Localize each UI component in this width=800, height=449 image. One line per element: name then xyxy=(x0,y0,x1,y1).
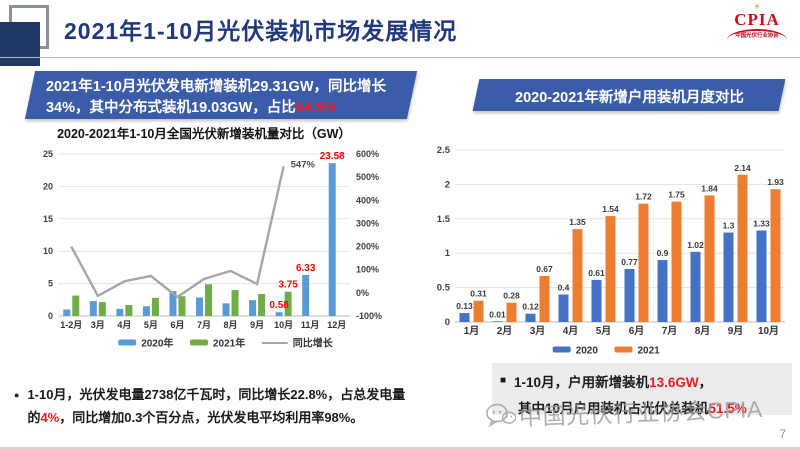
svg-text:1: 1 xyxy=(445,248,451,259)
svg-text:6.33: 6.33 xyxy=(296,263,316,274)
svg-text:0.77: 0.77 xyxy=(621,257,638,267)
svg-text:2月: 2月 xyxy=(497,325,513,337)
sun-icon: ☀ xyxy=(753,2,761,11)
svg-text:9月: 9月 xyxy=(728,325,744,337)
svg-text:2020: 2020 xyxy=(576,346,599,357)
svg-text:200%: 200% xyxy=(356,242,379,252)
svg-text:同比增长: 同比增长 xyxy=(293,337,334,350)
svg-text:9月: 9月 xyxy=(250,320,264,330)
household-stats-box xyxy=(492,363,792,415)
household-pv-monthly-chart: 0 0.5 1 1.5 2 2.5 0.13 0.01 0.12 0.4 0.61 0.77 0.9 1.… xyxy=(437,145,785,357)
svg-text:0.4: 0.4 xyxy=(558,282,570,292)
svg-text:2020-2021年1-10月全国光伏新增装机量对比（GW）: 2020-2021年1-10月全国光伏新增装机量对比（GW） xyxy=(57,126,351,141)
svg-text:0: 0 xyxy=(48,311,53,321)
svg-text:1.84: 1.84 xyxy=(701,183,718,193)
left-headline-banner: 2021年1-10月光伏发电新增装机29.31GW，同比增长34%，其中分布式装… xyxy=(24,71,418,119)
svg-text:15: 15 xyxy=(43,214,53,224)
svg-text:4月: 4月 xyxy=(117,320,131,330)
svg-text:2: 2 xyxy=(445,179,450,190)
svg-text:300%: 300% xyxy=(356,218,379,228)
svg-text:1.35: 1.35 xyxy=(569,217,586,227)
svg-text:547%: 547% xyxy=(291,159,316,170)
svg-text:23.58: 23.58 xyxy=(320,151,345,162)
national-pv-installation-chart: 0 5 10 15 20 25 -100% 0% 100% 200% 300% 400% 500% 600… xyxy=(43,126,382,350)
decor-navy-square xyxy=(0,22,40,66)
generation-stats-text: 1-10月，光伏发电量2738亿千瓦时，同比增长22.8%，占总发电量的4%，同… xyxy=(27,387,406,425)
bullet-dot-icon: ● xyxy=(14,390,20,400)
svg-text:0.9: 0.9 xyxy=(657,248,669,258)
svg-text:10月: 10月 xyxy=(274,320,293,330)
svg-text:0.31: 0.31 xyxy=(470,289,487,299)
title-divider xyxy=(0,57,800,58)
svg-text:12月: 12月 xyxy=(327,320,346,330)
svg-text:500%: 500% xyxy=(356,172,379,182)
svg-text:25: 25 xyxy=(43,149,53,159)
cpia-logo-caption: 中国光伏行业协会 xyxy=(735,33,779,39)
svg-text:400%: 400% xyxy=(356,195,379,205)
svg-text:1月: 1月 xyxy=(464,325,480,337)
svg-text:10: 10 xyxy=(43,246,53,256)
household-stats-bullet: ■ 1-10月，户用新增装机13.6GW， 其中10月户用装机占光伏总装机51.… xyxy=(500,370,792,421)
bullet-square-icon: ■ xyxy=(500,375,507,386)
svg-text:7月: 7月 xyxy=(662,325,678,337)
svg-text:0.28: 0.28 xyxy=(503,291,520,301)
svg-text:4月: 4月 xyxy=(563,325,579,337)
household-stats-line2: 其中10月户用装机占光伏总装机51.5% xyxy=(518,400,747,416)
svg-text:1.3: 1.3 xyxy=(723,221,735,231)
svg-text:8月: 8月 xyxy=(695,325,711,337)
svg-text:1.5: 1.5 xyxy=(437,214,451,225)
svg-text:1.02: 1.02 xyxy=(687,240,704,250)
svg-text:1.33: 1.33 xyxy=(753,218,770,228)
svg-text:3.75: 3.75 xyxy=(278,280,298,291)
svg-text:0.13: 0.13 xyxy=(456,301,473,311)
svg-text:6月: 6月 xyxy=(170,320,184,330)
page-title: 2021年1-10月光伏装机市场发展情况 xyxy=(64,18,458,44)
household-stats-line1: 1-10月，户用新增装机13.6GW， xyxy=(514,375,713,390)
svg-text:6月: 6月 xyxy=(629,325,645,337)
right-headline-banner: 2020-2021年新增户用装机月度对比 xyxy=(472,79,786,111)
svg-text:0%: 0% xyxy=(356,288,369,298)
svg-text:0.61: 0.61 xyxy=(588,268,605,278)
svg-text:1-2月: 1-2月 xyxy=(60,320,82,330)
svg-text:20: 20 xyxy=(43,181,53,191)
svg-text:3月: 3月 xyxy=(530,325,546,337)
svg-text:1.72: 1.72 xyxy=(635,192,652,202)
cpia-logo-text: CPIA xyxy=(734,10,780,29)
svg-text:0.67: 0.67 xyxy=(536,264,553,274)
svg-text:2021: 2021 xyxy=(638,346,661,357)
slide-bottom-edge xyxy=(0,447,800,449)
svg-text:2.14: 2.14 xyxy=(734,163,751,173)
svg-text:1.54: 1.54 xyxy=(602,204,619,214)
cpia-logo: ☀ CPIA 中国光伏行业协会 xyxy=(722,3,792,39)
page-number: 7 xyxy=(779,427,786,441)
svg-text:8月: 8月 xyxy=(224,320,238,330)
left-headline-text: 2021年1-10月光伏发电新增装机29.31GW，同比增长34%，其中分布式装… xyxy=(45,79,387,117)
right-headline-text: 2020-2021年新增户用装机月度对比 xyxy=(515,90,744,106)
svg-text:5月: 5月 xyxy=(144,320,158,330)
svg-text:1.75: 1.75 xyxy=(668,190,685,200)
svg-text:11月: 11月 xyxy=(301,320,320,330)
svg-text:3月: 3月 xyxy=(91,320,105,330)
svg-text:-100%: -100% xyxy=(356,311,382,321)
svg-text:2020年: 2020年 xyxy=(141,337,173,350)
svg-text:10月: 10月 xyxy=(758,325,779,337)
svg-text:2021年: 2021年 xyxy=(213,337,245,350)
svg-text:0.58: 0.58 xyxy=(269,300,289,311)
svg-text:600%: 600% xyxy=(356,149,379,159)
svg-text:5: 5 xyxy=(48,279,53,289)
cpia-arc-icon xyxy=(727,29,787,40)
svg-text:1.93: 1.93 xyxy=(767,177,784,187)
svg-text:0: 0 xyxy=(445,317,450,328)
svg-text:2.5: 2.5 xyxy=(437,145,451,156)
svg-text:100%: 100% xyxy=(356,265,379,275)
svg-text:0.12: 0.12 xyxy=(522,302,539,312)
svg-text:0.01: 0.01 xyxy=(489,309,506,319)
svg-text:7月: 7月 xyxy=(197,320,211,330)
generation-stats-bullet: ● 1-10月，光伏发电量2738亿千瓦时，同比增长22.8%，占总发电量的4%… xyxy=(14,384,418,430)
svg-text:0.5: 0.5 xyxy=(437,283,451,294)
svg-text:5月: 5月 xyxy=(596,325,612,337)
